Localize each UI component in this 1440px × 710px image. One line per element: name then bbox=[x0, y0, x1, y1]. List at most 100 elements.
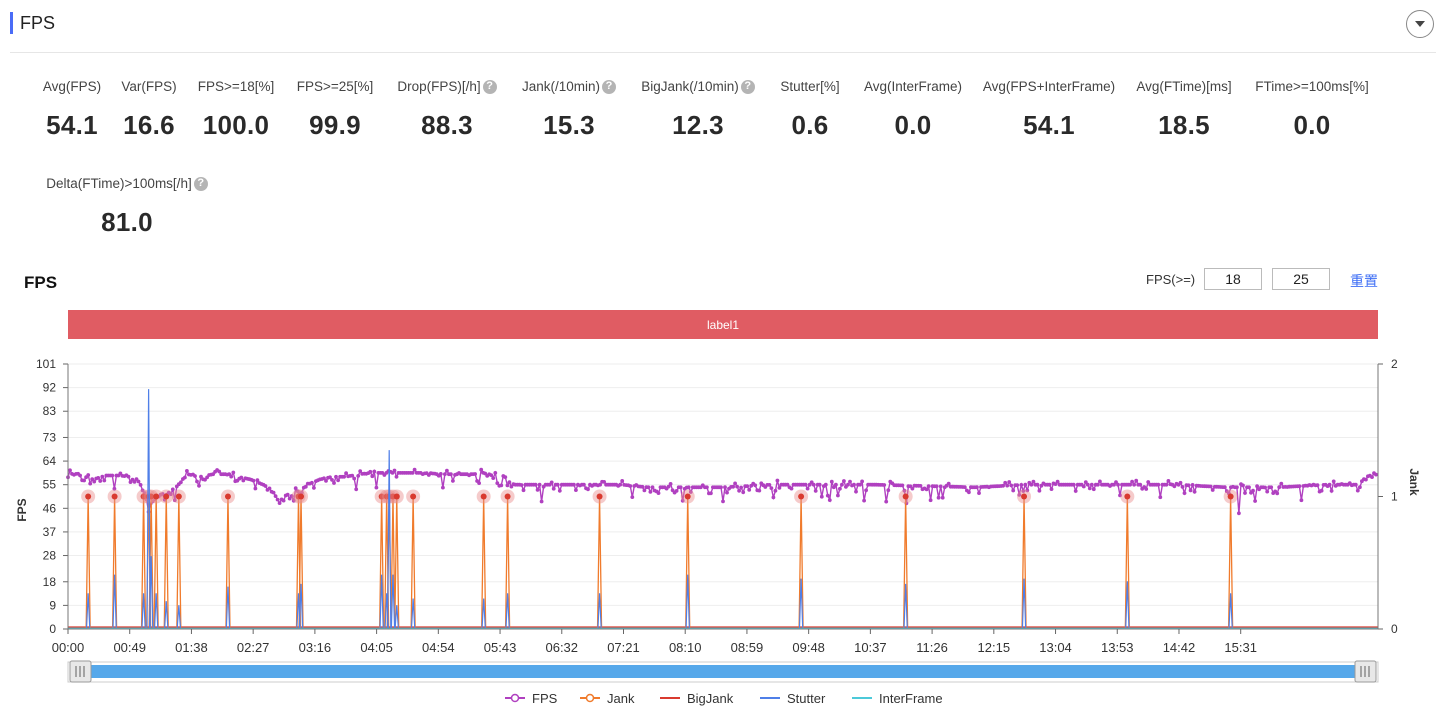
fps-point bbox=[1019, 483, 1024, 487]
fps-point bbox=[811, 482, 816, 487]
fps-point bbox=[910, 486, 915, 491]
fps-point bbox=[1047, 482, 1052, 487]
jank-marker bbox=[175, 493, 182, 500]
fps-point bbox=[239, 475, 244, 480]
metric-card: BigJank(/10min)? 12.3 bbox=[588, 78, 808, 141]
fps-point bbox=[757, 488, 762, 493]
fps-point bbox=[350, 473, 355, 478]
y-left-tick-label: 64 bbox=[43, 454, 57, 468]
jank-spike bbox=[504, 496, 511, 629]
fps-point bbox=[281, 498, 286, 503]
fps-threshold-low-input[interactable] bbox=[1204, 268, 1262, 290]
stutter-spike bbox=[148, 556, 154, 629]
zoom-handle-left[interactable] bbox=[69, 660, 92, 683]
y-left-tick-label: 55 bbox=[43, 478, 57, 492]
fps-point bbox=[674, 489, 679, 493]
x-tick-label: 03:16 bbox=[299, 640, 332, 655]
fps-point bbox=[1073, 489, 1078, 493]
fps-point bbox=[287, 496, 292, 501]
fps-point bbox=[443, 472, 447, 476]
fps-point bbox=[1358, 485, 1362, 490]
y-right-tick-label: 0 bbox=[1391, 622, 1398, 636]
fps-point bbox=[1083, 480, 1088, 484]
help-icon[interactable]: ? bbox=[482, 79, 497, 94]
stutter-spike bbox=[597, 593, 602, 629]
fps-threshold-high-input[interactable] bbox=[1272, 268, 1330, 290]
metric-label: Jank(/10min)? bbox=[522, 79, 617, 94]
fps-point bbox=[650, 485, 655, 490]
fps-point bbox=[499, 483, 504, 488]
fps-point bbox=[829, 479, 834, 484]
fps-point bbox=[1355, 488, 1360, 493]
fps-point bbox=[507, 480, 512, 485]
fps-point bbox=[275, 497, 280, 502]
chart-title: FPS bbox=[24, 273, 58, 292]
chevron-down-icon bbox=[1415, 21, 1425, 27]
legend-item-fps[interactable]: FPS bbox=[505, 691, 558, 706]
fps-point bbox=[864, 488, 868, 493]
fps-point bbox=[586, 487, 590, 492]
fps-point bbox=[1025, 488, 1030, 493]
x-tick-label: 02:27 bbox=[237, 640, 270, 655]
stutter-spike bbox=[298, 583, 304, 629]
fps-point bbox=[620, 479, 625, 483]
legend-item-stutter[interactable]: Stutter bbox=[760, 691, 826, 706]
fps-point bbox=[1098, 479, 1102, 484]
fps-point bbox=[1297, 484, 1302, 489]
fps-point bbox=[598, 482, 602, 487]
fps-point bbox=[1031, 479, 1036, 484]
help-icon[interactable]: ? bbox=[193, 176, 208, 191]
page-title: FPS bbox=[20, 13, 56, 33]
x-tick-label: 14:42 bbox=[1163, 640, 1196, 655]
collapse-button[interactable] bbox=[1406, 10, 1434, 38]
fps-point bbox=[1130, 479, 1134, 484]
fps-point bbox=[1277, 485, 1282, 490]
fps-point bbox=[255, 478, 260, 483]
fps-point bbox=[846, 482, 850, 487]
jank-spike bbox=[85, 496, 91, 629]
fps-point bbox=[836, 493, 840, 498]
y-right-tick-label: 1 bbox=[1391, 490, 1398, 504]
fps-point bbox=[940, 495, 945, 500]
reset-button[interactable]: 重置 bbox=[1350, 273, 1378, 289]
help-icon[interactable]: ? bbox=[602, 79, 617, 94]
stutter-spike bbox=[798, 578, 804, 629]
stutter-spike bbox=[153, 593, 159, 629]
fps-point bbox=[1327, 482, 1332, 487]
fps-point bbox=[777, 486, 782, 490]
fps-point bbox=[860, 479, 864, 484]
fps-point bbox=[160, 492, 165, 496]
legend-item-jank[interactable]: Jank bbox=[580, 691, 635, 706]
fps-point bbox=[805, 486, 810, 491]
fps-point bbox=[721, 499, 725, 504]
legend-label: BigJank bbox=[687, 691, 734, 706]
help-icon[interactable]: ? bbox=[740, 79, 755, 94]
stutter-series bbox=[85, 389, 1233, 629]
fps-point bbox=[354, 487, 359, 492]
fps-point bbox=[719, 485, 723, 490]
fps-point bbox=[1374, 472, 1378, 477]
metric-card: Avg(FPS+InterFrame) 54.1 bbox=[939, 78, 1159, 141]
fps-point bbox=[451, 479, 455, 483]
fps-point bbox=[825, 493, 830, 498]
legend-item-interframe[interactable]: InterFrame bbox=[852, 691, 943, 706]
fps-point bbox=[745, 484, 750, 488]
jank-marker bbox=[504, 493, 511, 500]
legend-item-bigjank[interactable]: BigJank bbox=[660, 691, 734, 706]
stutter-spike bbox=[685, 574, 690, 629]
fps-point bbox=[495, 481, 500, 485]
y-left-tick-label: 28 bbox=[43, 549, 57, 563]
x-tick-label: 07:21 bbox=[607, 640, 640, 655]
metric-label: BigJank(/10min)? bbox=[641, 79, 755, 94]
fps-point bbox=[1128, 482, 1132, 487]
fps-point bbox=[1089, 482, 1094, 487]
jank-marker bbox=[85, 493, 92, 500]
fps-point bbox=[924, 487, 929, 492]
fps-point bbox=[273, 494, 278, 498]
zoom-range[interactable] bbox=[80, 665, 1366, 678]
fps-point bbox=[1370, 475, 1374, 479]
zoom-handle-right[interactable] bbox=[1354, 660, 1377, 683]
fps-point bbox=[813, 489, 818, 493]
fps-point bbox=[1188, 488, 1193, 493]
jank-marker bbox=[111, 493, 118, 500]
